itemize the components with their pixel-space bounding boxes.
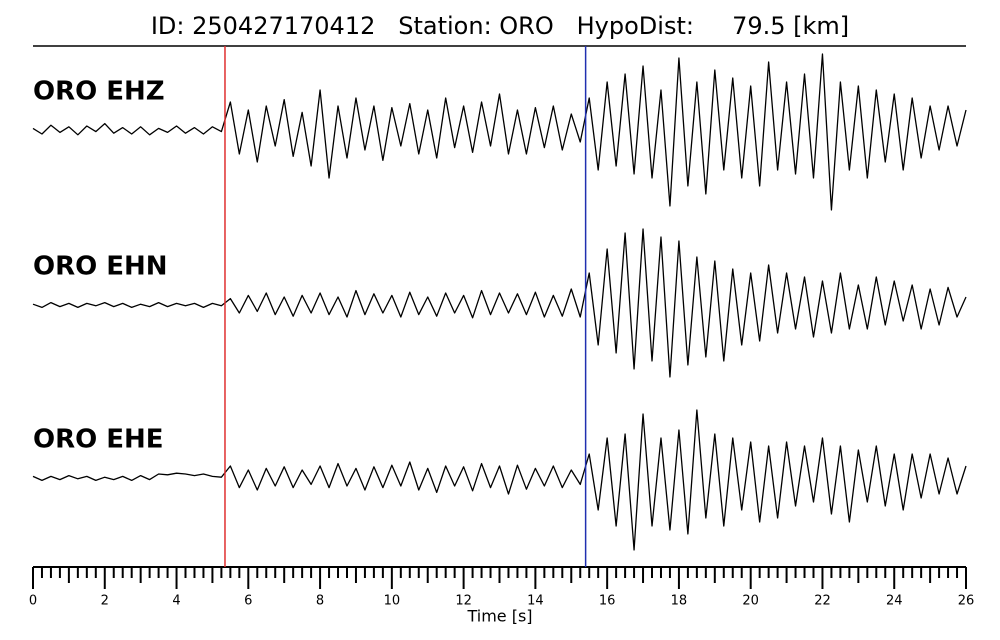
waveform bbox=[32, 228, 967, 378]
x-tick-label: 4 bbox=[172, 594, 180, 609]
x-tick-label: 22 bbox=[814, 594, 831, 609]
x-tick-label: 26 bbox=[958, 594, 975, 609]
x-tick-label: 0 bbox=[29, 594, 37, 609]
x-tick-label: 6 bbox=[244, 594, 252, 609]
x-tick-label: 14 bbox=[527, 594, 544, 609]
waveform bbox=[32, 409, 967, 551]
x-tick-label: 8 bbox=[316, 594, 324, 609]
x-tick-label: 24 bbox=[886, 594, 903, 609]
trace-label: ORO EHE bbox=[33, 425, 164, 455]
x-tick-label: 18 bbox=[671, 594, 688, 609]
x-tick-label: 16 bbox=[599, 594, 616, 609]
x-tick-label: 10 bbox=[384, 594, 401, 609]
chart-title: ID: 250427170412 Station: ORO HypoDist: … bbox=[151, 12, 849, 40]
x-tick-label: 20 bbox=[742, 594, 759, 609]
x-tick-label: 2 bbox=[101, 594, 109, 609]
x-tick-label: 12 bbox=[455, 594, 472, 609]
waveform bbox=[32, 53, 967, 211]
x-axis-label: Time [s] bbox=[466, 607, 532, 626]
trace-label: ORO EHN bbox=[33, 252, 168, 282]
trace-label: ORO EHZ bbox=[33, 77, 165, 107]
